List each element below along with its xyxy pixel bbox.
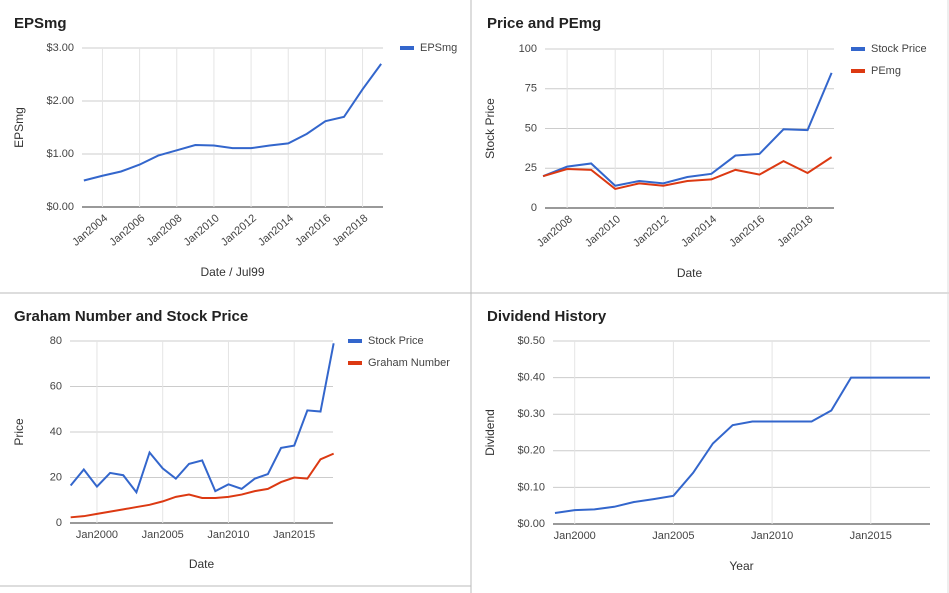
legend-label: Stock Price bbox=[871, 43, 927, 55]
y-tick-label: $2.00 bbox=[46, 95, 74, 107]
y-tick-label: $3.00 bbox=[46, 42, 74, 54]
y-tick-label: 25 bbox=[525, 162, 537, 174]
y-tick-label: 75 bbox=[525, 83, 537, 95]
y-tick-label: $0.20 bbox=[517, 445, 545, 457]
x-tick-label: Jan2005 bbox=[652, 530, 694, 542]
x-tick-label: Jan2015 bbox=[850, 530, 892, 542]
y-tick-label: $0.40 bbox=[517, 372, 545, 384]
series-line bbox=[70, 452, 335, 519]
y-tick-label: 0 bbox=[531, 202, 537, 214]
x-tick-label: Jan2015 bbox=[273, 529, 315, 541]
chart-title: Graham Number and Stock Price bbox=[14, 308, 248, 325]
y-tick-label: 100 bbox=[519, 43, 537, 55]
legend-label: Graham Number bbox=[368, 357, 450, 369]
x-tick-label: Jan2000 bbox=[76, 529, 118, 541]
x-axis-label: Date / Jul99 bbox=[200, 265, 264, 279]
legend-label: PEmg bbox=[871, 65, 901, 77]
y-tick-label: $0.00 bbox=[517, 518, 545, 530]
series-line bbox=[542, 156, 833, 191]
series-line bbox=[554, 376, 930, 515]
x-tick-label: Jan2010 bbox=[751, 530, 793, 542]
chart-title: EPSmg bbox=[14, 15, 67, 32]
x-axis-label: Date bbox=[189, 557, 215, 571]
y-axis-label: Price bbox=[12, 418, 26, 446]
y-tick-label: 60 bbox=[50, 380, 62, 392]
y-tick-label: $0.00 bbox=[46, 201, 74, 213]
y-axis-label: EPSmg bbox=[12, 107, 26, 148]
legend-label: Stock Price bbox=[368, 335, 424, 347]
y-tick-label: $0.10 bbox=[517, 481, 545, 493]
x-tick-label: Jan2010 bbox=[207, 529, 249, 541]
y-tick-label: $0.50 bbox=[517, 335, 545, 347]
y-tick-label: $1.00 bbox=[46, 148, 74, 160]
series-line bbox=[542, 72, 833, 187]
series-line bbox=[69, 343, 335, 495]
series-line bbox=[83, 63, 382, 182]
chart-title: Price and PEmg bbox=[487, 15, 601, 32]
x-tick-label: Jan2005 bbox=[142, 529, 184, 541]
y-tick-label: 50 bbox=[525, 122, 537, 134]
y-axis-label: Dividend bbox=[483, 409, 497, 456]
y-tick-label: 0 bbox=[56, 517, 62, 529]
x-axis-label: Date bbox=[677, 266, 703, 280]
x-tick-label: Jan2000 bbox=[554, 530, 596, 542]
y-tick-label: $0.30 bbox=[517, 408, 545, 420]
x-axis-label: Year bbox=[729, 559, 753, 573]
legend-label: EPSmg bbox=[420, 42, 457, 54]
y-tick-label: 20 bbox=[50, 471, 62, 483]
y-tick-label: 80 bbox=[50, 335, 62, 347]
chart-title: Dividend History bbox=[487, 308, 607, 325]
y-tick-label: 40 bbox=[50, 426, 62, 438]
y-axis-label: Stock Price bbox=[483, 98, 497, 159]
